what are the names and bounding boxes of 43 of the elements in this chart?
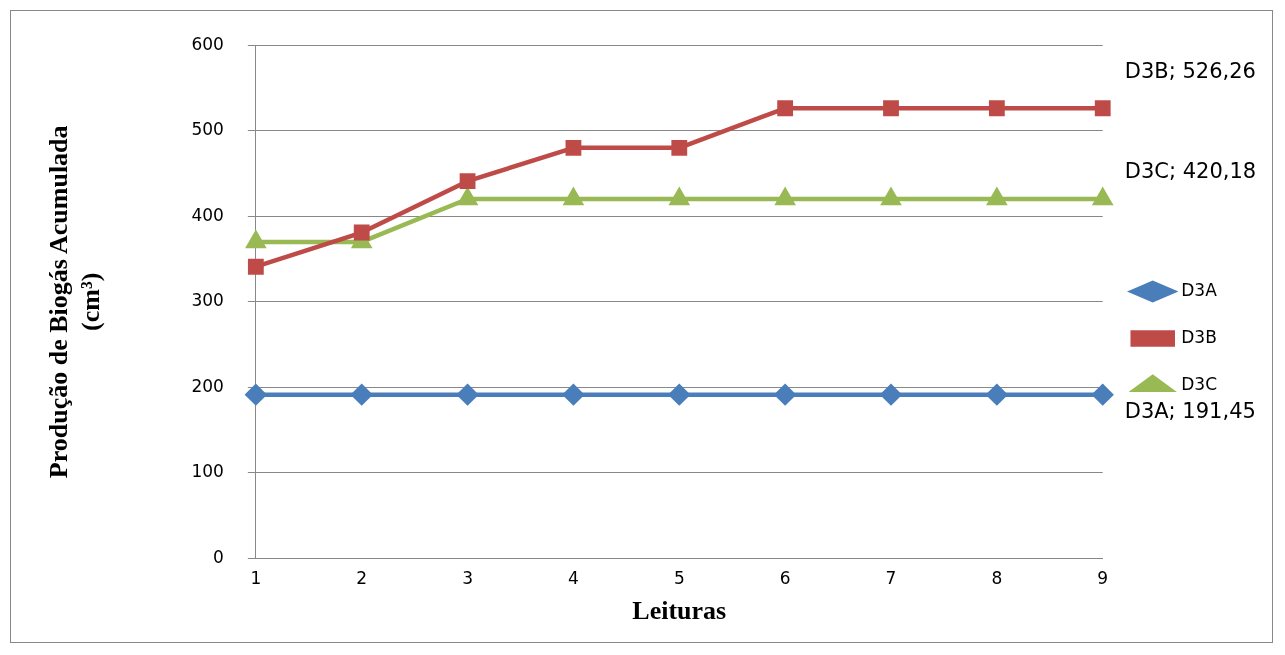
y-axis-title: Produção de Biogás Acumulada (cm³) (44, 125, 105, 479)
x-tick-label: 5 (673, 568, 685, 589)
y-tick-label: 0 (213, 546, 224, 567)
legend-label: D3B (1181, 326, 1217, 347)
point (563, 384, 584, 405)
point (351, 384, 372, 405)
point (671, 139, 688, 156)
point (457, 384, 478, 405)
y-tick-label: 400 (191, 204, 224, 225)
x-tick-label: 8 (991, 568, 1003, 589)
y-tick-label: 100 (191, 461, 224, 482)
point (459, 173, 476, 190)
x-tick-label: 1 (250, 568, 262, 589)
x-tick-label: 7 (885, 568, 897, 589)
y-tick-label: 300 (191, 290, 224, 311)
x-tick-label: 2 (356, 568, 368, 589)
point (883, 100, 899, 117)
x-tick-label: 9 (1097, 568, 1109, 589)
annotation: D3B; 526,26 (1124, 58, 1256, 83)
x-axis-title: Leituras (632, 596, 727, 626)
legend-label: D3C (1181, 373, 1217, 394)
point (777, 100, 794, 117)
point (1092, 384, 1113, 405)
y-tick-label: 200 (191, 375, 224, 396)
point (988, 100, 1005, 117)
point (986, 384, 1008, 405)
legend-label: D3A (1181, 279, 1218, 300)
x-tick-label: 3 (462, 568, 473, 589)
point (774, 384, 796, 405)
x-tick-label: 4 (568, 568, 579, 589)
point (880, 384, 902, 405)
y-tick-label: 600 (191, 33, 224, 54)
point (247, 258, 264, 275)
point (245, 384, 267, 405)
y-tick-label: 500 (191, 119, 224, 140)
point (1094, 100, 1111, 117)
point (458, 188, 477, 206)
x-tick-label: 6 (779, 568, 791, 589)
annotation: D3C; 420,18 (1124, 159, 1257, 184)
point (353, 224, 370, 241)
point (565, 139, 582, 156)
annotation: D3A; 191,45 (1124, 399, 1256, 424)
point (669, 384, 690, 405)
